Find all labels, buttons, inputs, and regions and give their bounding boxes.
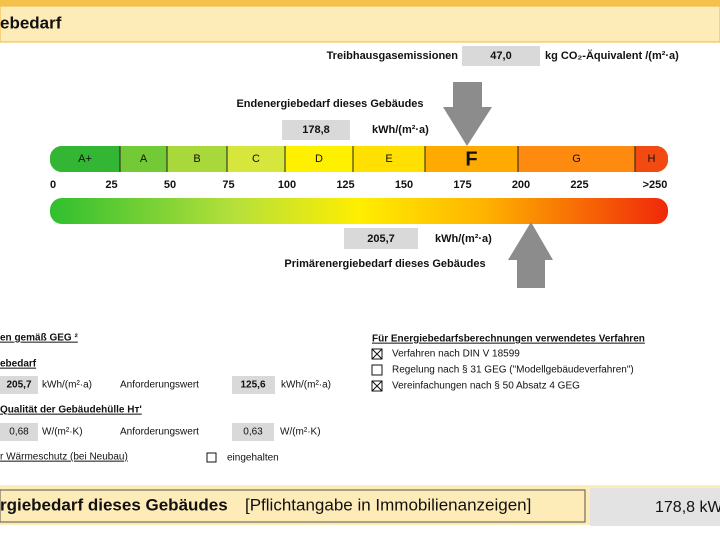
class-label: C xyxy=(252,153,260,165)
class-segment xyxy=(425,146,518,172)
scale-tick: 150 xyxy=(395,179,413,191)
req-value: 0,63 xyxy=(243,427,263,438)
scale-tick: 50 xyxy=(164,179,176,191)
class-segment xyxy=(227,146,285,172)
footer-value: 178,8 kW xyxy=(655,499,720,516)
class-label: H xyxy=(648,153,656,165)
class-segment xyxy=(353,146,425,172)
footer-frame xyxy=(0,489,586,523)
checkbox[interactable] xyxy=(206,452,217,463)
section-title: en gemäß GEG ² xyxy=(0,333,78,344)
class-segment xyxy=(285,146,353,172)
scale-tick: 125 xyxy=(336,179,354,191)
method-option: Verfahren nach DIN V 18599 xyxy=(392,349,520,360)
unit: kWh/(m²·a) xyxy=(42,380,92,391)
emissions-unit: kg CO₂-Äquivalent /(m²·a) xyxy=(545,49,679,62)
req-label: Anforderungswert xyxy=(120,427,199,438)
class-bar: A+ A B C D E F G H xyxy=(50,146,668,172)
final-energy-unit: kWh/(m²·a) xyxy=(372,124,429,136)
unit: W/(m²·K) xyxy=(280,427,321,438)
class-label: B xyxy=(193,153,200,165)
value-box xyxy=(0,376,38,394)
final-energy-label: Endenergiebedarf dieses Gebäudes xyxy=(236,98,423,110)
footer-note: [Pflichtangabe in Immobilienanzeigen] xyxy=(245,495,531,514)
check-mark xyxy=(371,380,383,392)
value-box xyxy=(232,423,274,441)
final-energy-value: 178,8 xyxy=(302,124,330,136)
value-box xyxy=(590,488,720,526)
req-value: 125,6 xyxy=(240,380,265,391)
scale-tick: 175 xyxy=(453,179,471,191)
footer-title: rgiebedarf dieses Gebäudes xyxy=(0,495,228,514)
class-label: D xyxy=(315,153,323,165)
class-label: A xyxy=(140,153,148,165)
req-label: Anforderungswert xyxy=(120,380,199,391)
row-label: Qualität der Gebäudehülle Hᴛ' xyxy=(0,405,142,416)
scale-tick: 100 xyxy=(278,179,296,191)
header-band xyxy=(0,0,720,6)
value-box xyxy=(232,376,275,394)
class-label: E xyxy=(385,153,392,165)
check-mark xyxy=(371,348,383,360)
scale-tick: 25 xyxy=(105,179,117,191)
unit: W/(m²·K) xyxy=(42,427,83,438)
header xyxy=(0,5,720,43)
emissions-value: 47,0 xyxy=(490,50,511,62)
class-segment xyxy=(518,146,635,172)
value-box xyxy=(282,120,350,140)
header-title: ebedarf xyxy=(0,13,62,32)
class-label: G xyxy=(572,153,581,165)
checkbox[interactable] xyxy=(371,364,383,376)
checkbox-label: eingehalten xyxy=(227,453,279,464)
scale-tick: 75 xyxy=(222,179,234,191)
scale-tick: 200 xyxy=(512,179,530,191)
row-label: ebedarf xyxy=(0,359,37,370)
value: 0,68 xyxy=(9,427,29,438)
primary-energy-value: 205,7 xyxy=(367,233,395,245)
class-label: F xyxy=(465,148,477,170)
value-box xyxy=(462,46,540,66)
final-energy-arrow xyxy=(443,82,492,146)
class-label: A+ xyxy=(78,153,92,165)
scale-tick: 0 xyxy=(50,179,56,191)
value-box xyxy=(344,228,418,249)
value: 205,7 xyxy=(6,380,31,391)
class-cap xyxy=(50,146,120,172)
class-segment xyxy=(167,146,227,172)
value-box xyxy=(0,423,38,441)
method-title: Für Energiebedarfsberechnungen verwendet… xyxy=(372,334,645,345)
method-option: Regelung nach § 31 GEG ("Modellgebäudeve… xyxy=(392,365,634,376)
scale-tick: >250 xyxy=(643,179,668,191)
emissions-label: Treibhausgasemissionen xyxy=(327,50,459,62)
class-cap xyxy=(635,146,668,172)
gradient-bar xyxy=(50,198,668,224)
primary-energy-unit: kWh/(m²·a) xyxy=(435,233,492,245)
scale-tick: 225 xyxy=(570,179,588,191)
unit: kWh/(m²·a) xyxy=(281,380,331,391)
method-option: Vereinfachungen nach § 50 Absatz 4 GEG xyxy=(392,381,580,392)
class-segment xyxy=(120,146,167,172)
row-label: r Wärmeschutz (bei Neubau) xyxy=(0,452,128,463)
primary-energy-arrow xyxy=(508,222,553,288)
primary-energy-label: Primärenergiebedarf dieses Gebäudes xyxy=(284,258,485,270)
